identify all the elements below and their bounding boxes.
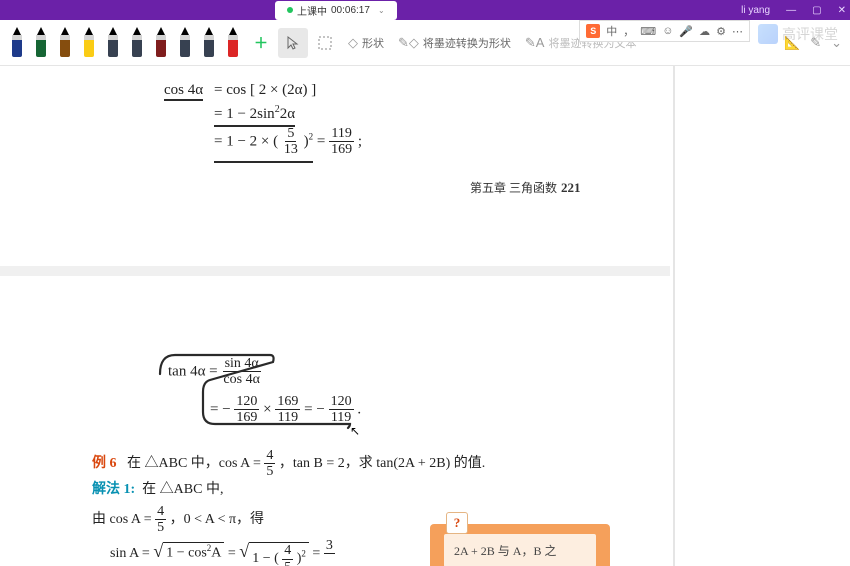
sogou-logo-icon: S xyxy=(586,24,600,38)
page-edge xyxy=(673,66,675,566)
page-2: tan 4α = sin 4αcos 4α = − 120169 × 16911… xyxy=(0,276,670,566)
solution-1-label: 解法 1: 在 △ABC 中, xyxy=(92,478,223,498)
window-controls: — ▢ ✕ xyxy=(786,5,846,16)
status-label: 上课中 xyxy=(297,3,327,18)
class-status-pill[interactable]: 上课中 00:06:17 ⌄ xyxy=(275,1,397,20)
pen-4[interactable] xyxy=(102,25,124,61)
pen-gallery xyxy=(6,25,244,61)
lasso-tool-button[interactable] xyxy=(310,28,340,58)
pen-3[interactable] xyxy=(78,25,100,61)
window-titlebar: 上课中 00:06:17 ⌄ li yang — ▢ ✕ xyxy=(0,0,850,20)
status-dot-icon xyxy=(287,7,293,13)
ime-more-icon[interactable]: ⋯ xyxy=(732,25,743,38)
pen-7[interactable] xyxy=(174,25,196,61)
eq1-line1: = cos [ 2 × (2α) ] xyxy=(214,82,316,99)
close-button[interactable]: ✕ xyxy=(838,5,846,16)
ime-lang[interactable]: 中 xyxy=(606,23,617,39)
page-separator xyxy=(0,266,670,276)
shape-tool-button[interactable]: ◇ 形状 xyxy=(342,28,390,58)
pointer-tool-button[interactable] xyxy=(278,28,308,58)
chevron-down-icon: ⌄ xyxy=(378,6,385,15)
ink-to-shape-button[interactable]: ✎◇ 将墨迹转换为形状 xyxy=(392,28,517,58)
add-pen-button[interactable]: ＋ xyxy=(246,28,276,58)
eq1-lhs: cos 4α xyxy=(164,82,203,101)
mouse-cursor-icon: ↖ xyxy=(350,424,360,438)
eq3: = − 120169 × 169119 = − 120119 . xyxy=(210,394,361,426)
pen-8[interactable] xyxy=(198,25,220,61)
page-1: cos 4α = cos [ 2 × (2α) ] = 1 − 2sin22α … xyxy=(0,66,670,266)
document-canvas[interactable]: cos 4α = cos [ 2 × (2α) ] = 1 − 2sin22α … xyxy=(0,66,850,566)
ime-cloud-icon[interactable]: ☁ xyxy=(699,25,710,38)
callout-text: 2A + 2B 与 A，B 之 xyxy=(444,534,596,566)
watermark: 高评课堂 xyxy=(758,24,838,44)
hint-callout: ? 2A + 2B 与 A，B 之 xyxy=(430,524,610,566)
shape-icon: ◇ xyxy=(348,35,358,51)
question-mark-icon: ? xyxy=(446,512,468,534)
eq1-line2: = 1 − 2sin22α xyxy=(214,104,295,127)
pen-0[interactable] xyxy=(6,25,28,61)
pen-9[interactable] xyxy=(222,25,244,61)
pen-1[interactable] xyxy=(30,25,52,61)
ink-to-shape-label: 将墨迹转换为形状 xyxy=(423,35,511,51)
ime-keyboard-icon[interactable]: ⌨ xyxy=(640,25,656,38)
eq1-line3: = 1 − 2 × ( 513 )2 = 119169 ; xyxy=(214,126,362,163)
lasso-icon xyxy=(317,35,333,51)
ime-settings-icon[interactable]: ⚙ xyxy=(716,25,726,38)
ime-mic-icon[interactable]: 🎤 xyxy=(679,25,693,38)
pen-2[interactable] xyxy=(54,25,76,61)
pointer-icon xyxy=(285,35,301,51)
user-name: li yang xyxy=(741,5,770,16)
minimize-button[interactable]: — xyxy=(786,5,796,16)
solution-line-3: sin A = √1 − cos2A = √ 1 − ( 45 )2 = 3 xyxy=(110,538,335,566)
pen-5[interactable] xyxy=(126,25,148,61)
ink-to-text-icon: ✎A xyxy=(525,35,545,51)
shape-label: 形状 xyxy=(362,35,384,51)
ink-to-shape-icon: ✎◇ xyxy=(398,35,419,51)
ime-toolbar[interactable]: S 中 ， ⌨ ☺ 🎤 ☁ ⚙ ⋯ xyxy=(579,20,750,42)
maximize-button[interactable]: ▢ xyxy=(812,5,821,16)
chapter-heading: 第五章 三角函数221 xyxy=(470,179,581,196)
example-6: 例 6 在 △ABC 中，cos A = 45 ，tan B = 2，求 tan… xyxy=(92,448,485,480)
watermark-logo-icon xyxy=(758,24,778,44)
pen-6[interactable] xyxy=(150,25,172,61)
ime-punct-icon[interactable]: ， xyxy=(623,23,634,39)
watermark-text: 高评课堂 xyxy=(782,24,838,44)
eq2: tan 4α = sin 4αcos 4α xyxy=(168,356,262,388)
solution-line-2: 由 cos A = 45 ，0 < A < π，得 xyxy=(92,504,264,536)
ime-emoji-icon[interactable]: ☺ xyxy=(662,25,673,37)
status-timer: 00:06:17 xyxy=(331,5,370,16)
